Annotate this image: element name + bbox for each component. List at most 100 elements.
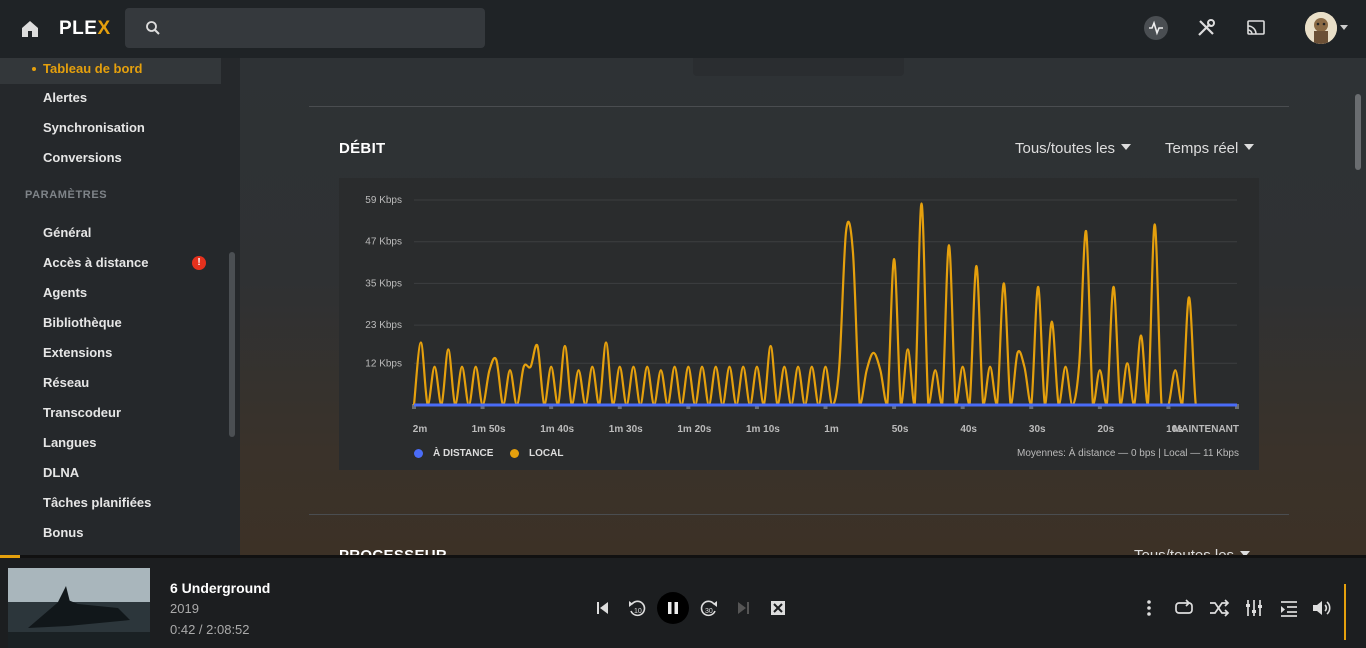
sidebar-item-label: Réseau <box>43 375 90 390</box>
track-title[interactable]: 6 Underground <box>170 580 271 596</box>
logo-text: PLE <box>59 18 98 39</box>
time-range-dropdown[interactable]: Temps réel <box>1165 140 1255 157</box>
processor-filter-dropdown[interactable]: Tous/toutes les <box>1134 547 1251 555</box>
sidebar-item-label: Alertes <box>43 90 88 105</box>
x-tick-label: 1m 10s <box>746 424 780 435</box>
sidebar-item-dlna[interactable]: DLNA <box>0 463 221 489</box>
sidebar-item-label: DLNA <box>43 465 80 480</box>
sidebar-item-label: Agents <box>43 285 88 300</box>
sidebar-item-label: Tableau de bord <box>43 61 143 76</box>
y-tick-label: 12 Kbps <box>365 358 402 369</box>
chevron-down-icon <box>1244 144 1255 150</box>
search-box[interactable] <box>125 8 485 48</box>
close-player-icon[interactable] <box>766 596 790 620</box>
filter-dropdown[interactable]: Tous/toutes les <box>1015 140 1132 157</box>
previous-icon[interactable] <box>590 596 614 620</box>
sidebar-item-conversions[interactable]: Conversions <box>0 148 221 174</box>
sidebar-item-label: Synchronisation <box>43 120 145 135</box>
sidebar-item-library[interactable]: Bibliothèque <box>0 313 221 339</box>
sidebar-item-label: Bonus <box>43 525 84 540</box>
sidebar-item-label: Bibliothèque <box>43 315 122 330</box>
track-year: 2019 <box>170 601 199 616</box>
more-options-icon[interactable] <box>1137 596 1161 620</box>
section-title-bandwidth: DÉBIT <box>339 140 386 157</box>
sidebar-item-transcoder[interactable]: Transcodeur <box>0 403 221 429</box>
main-scrollbar[interactable] <box>1355 94 1361 170</box>
sidebar-item-label: Accès à distance <box>43 255 149 270</box>
chevron-down-icon <box>1240 551 1251 555</box>
sidebar: Tableau de bord Alertes Synchronisation … <box>0 58 240 555</box>
y-tick-label: 35 Kbps <box>365 278 402 289</box>
sidebar-item-extensions[interactable]: Extensions <box>0 343 221 369</box>
avatar[interactable] <box>1305 12 1337 44</box>
search-input[interactable] <box>171 8 471 48</box>
x-tick-label: 1m 40s <box>540 424 574 435</box>
active-dot-icon <box>32 67 36 71</box>
home-icon[interactable] <box>18 17 42 41</box>
video-thumbnail[interactable] <box>8 568 150 648</box>
next-icon[interactable] <box>732 596 756 620</box>
sidebar-item-sync[interactable]: Synchronisation <box>0 118 221 144</box>
volume-slider[interactable] <box>1344 584 1346 640</box>
sidebar-item-remote-access[interactable]: Accès à distance <box>0 253 221 279</box>
filter-dropdown-label: Tous/toutes les <box>1015 140 1116 157</box>
top-bar: PLEX <box>0 0 1366 58</box>
sidebar-item-label: Conversions <box>43 150 122 165</box>
x-tick-label: 10s <box>1166 424 1183 435</box>
sidebar-item-label: Général <box>43 225 92 240</box>
volume-icon[interactable] <box>1309 596 1333 620</box>
divider <box>309 514 1289 515</box>
x-tick-label: 1m <box>824 424 839 435</box>
bandwidth-chart-svg: 12 Kbps 23 Kbps 35 Kbps 47 Kbps 59 Kbps 2m 1m … <box>365 195 1239 435</box>
section-title-processor: PROCESSEUR <box>339 547 447 555</box>
x-tick-label: MAINTENANT <box>1173 424 1239 435</box>
x-tick-label: 20s <box>1097 424 1114 435</box>
legend-local-label: LOCAL <box>529 448 564 459</box>
track-time: 0:42 / 2:08:52 <box>170 622 250 637</box>
settings-tools-icon[interactable] <box>1194 16 1218 40</box>
player-bar: 6 Underground 2019 0:42 / 2:08:52 10 30 <box>0 555 1366 648</box>
series-line-local <box>412 202 1210 407</box>
svg-text:30: 30 <box>705 608 713 615</box>
bandwidth-chart: 12 Kbps 23 Kbps 35 Kbps 47 Kbps 59 Kbps 2m 1m … <box>339 178 1259 470</box>
sidebar-section-settings: PARAMÈTRES <box>25 189 108 201</box>
x-tick-label: 1m 20s <box>677 424 711 435</box>
sidebar-item-alerts[interactable]: Alertes <box>0 88 221 114</box>
x-tick-label: 40s <box>960 424 977 435</box>
sidebar-item-extras[interactable]: Bonus <box>0 523 221 549</box>
forward-30-icon[interactable]: 30 <box>697 596 721 620</box>
logo-x: X <box>97 18 111 39</box>
x-tick-label: 1m 30s <box>609 424 643 435</box>
sidebar-item-network[interactable]: Réseau <box>0 373 221 399</box>
cast-icon[interactable] <box>1244 16 1268 40</box>
equalizer-icon[interactable] <box>1242 596 1266 620</box>
x-tick-label: 2m <box>413 424 428 435</box>
avatar-chevron-down-icon[interactable] <box>1340 25 1348 30</box>
sidebar-item-languages[interactable]: Langues <box>0 433 221 459</box>
divider <box>309 106 1289 107</box>
x-tick-label: 50s <box>892 424 909 435</box>
playback-progress[interactable] <box>0 555 20 558</box>
play-queue-icon[interactable] <box>1277 596 1301 620</box>
search-icon <box>146 21 160 35</box>
shuffle-icon[interactable] <box>1207 596 1231 620</box>
pause-button[interactable] <box>657 592 689 624</box>
sidebar-item-agents[interactable]: Agents <box>0 283 221 309</box>
legend-local-dot <box>510 449 519 458</box>
y-tick-label: 23 Kbps <box>365 320 402 331</box>
repeat-icon[interactable] <box>1172 596 1196 620</box>
warning-icon: ! <box>192 256 206 270</box>
sidebar-item-dashboard[interactable]: Tableau de bord <box>0 58 221 84</box>
x-tick-label: 1m 50s <box>472 424 506 435</box>
activity-icon[interactable] <box>1144 16 1168 40</box>
rewind-10-icon[interactable]: 10 <box>625 596 649 620</box>
sidebar-item-general[interactable]: Général <box>0 223 221 249</box>
time-range-label: Temps réel <box>1165 140 1239 157</box>
svg-text:10: 10 <box>634 608 642 615</box>
legend-remote-dot <box>414 449 423 458</box>
sidebar-scrollbar[interactable] <box>229 252 235 437</box>
sidebar-item-scheduled-tasks[interactable]: Tâches planifiées <box>0 493 221 519</box>
plex-logo[interactable]: PLEX <box>59 18 111 40</box>
sidebar-item-label: Langues <box>43 435 97 450</box>
y-tick-label: 47 Kbps <box>365 237 402 248</box>
